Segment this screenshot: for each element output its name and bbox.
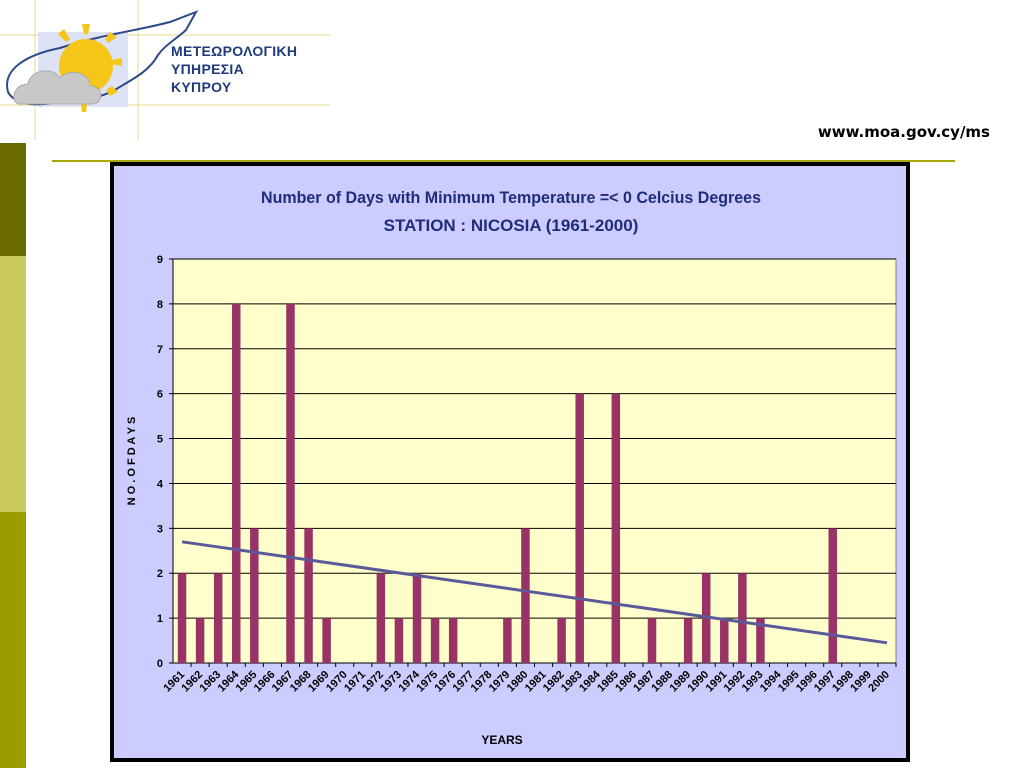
accent-bar-bottom <box>0 512 26 768</box>
bar <box>521 528 530 663</box>
header-divider <box>52 160 955 162</box>
bar <box>430 618 440 663</box>
plot-area <box>172 258 897 664</box>
bar <box>286 303 295 663</box>
org-line-2: ΥΠΗΡΕΣΙΑ <box>171 61 245 77</box>
y-tick-label: 6 <box>157 389 163 401</box>
y-tick-label: 3 <box>157 523 163 535</box>
bar <box>250 528 259 663</box>
accent-bar-middle <box>0 256 26 512</box>
x-axis-label: YEARS <box>481 733 522 747</box>
cyprus-sun-cloud-icon <box>0 0 330 140</box>
bar <box>756 618 765 663</box>
chart-title: Number of Days with Minimum Temperature … <box>261 188 761 207</box>
y-tick-label: 4 <box>157 478 164 490</box>
bar <box>232 303 241 663</box>
y-tick-label: 5 <box>157 434 163 446</box>
bar <box>828 528 837 663</box>
accent-bar-top <box>0 143 26 256</box>
x-tick-label: 2000 <box>866 669 892 695</box>
bar <box>738 573 747 663</box>
bar <box>213 573 223 663</box>
bar <box>683 618 693 663</box>
y-tick-label: 2 <box>157 568 163 580</box>
y-tick-label: 0 <box>157 658 163 670</box>
y-tick-label: 9 <box>157 254 163 266</box>
y-tick-label: 7 <box>157 344 163 356</box>
website-url: www.moa.gov.cy/ms <box>817 123 990 141</box>
bar <box>575 393 584 663</box>
bar <box>557 618 566 663</box>
bar <box>177 573 187 663</box>
y-axis-label: N O . O F D A Y S <box>126 417 138 506</box>
organization-name: ΜΕΤΕΩΡΟΛΟΓΙΚΗ ΥΠΗΡΕΣΙΑ ΚΥΠΡΟΥ <box>171 42 297 96</box>
y-tick-label: 1 <box>157 613 163 625</box>
bar <box>195 618 205 663</box>
trend-line <box>181 540 888 645</box>
bar <box>448 618 458 663</box>
bar <box>322 618 331 663</box>
org-line-3: ΚΥΠΡΟΥ <box>171 79 232 95</box>
org-line-1: ΜΕΤΕΩΡΟΛΟΓΙΚΗ <box>171 43 298 59</box>
bar <box>611 393 621 663</box>
y-tick-label: 8 <box>157 299 163 311</box>
bar <box>647 618 657 663</box>
bar <box>503 618 512 663</box>
bar <box>394 618 404 663</box>
meteorological-service-logo: ΜΕΤΕΩΡΟΛΟΓΙΚΗ ΥΠΗΡΕΣΙΑ ΚΥΠΡΟΥ <box>0 0 335 140</box>
chart-subtitle: STATION : NICOSIA (1961-2000) <box>384 216 639 235</box>
bar <box>412 573 422 663</box>
bar <box>376 573 386 663</box>
bar <box>720 618 729 663</box>
bar <box>304 528 313 663</box>
